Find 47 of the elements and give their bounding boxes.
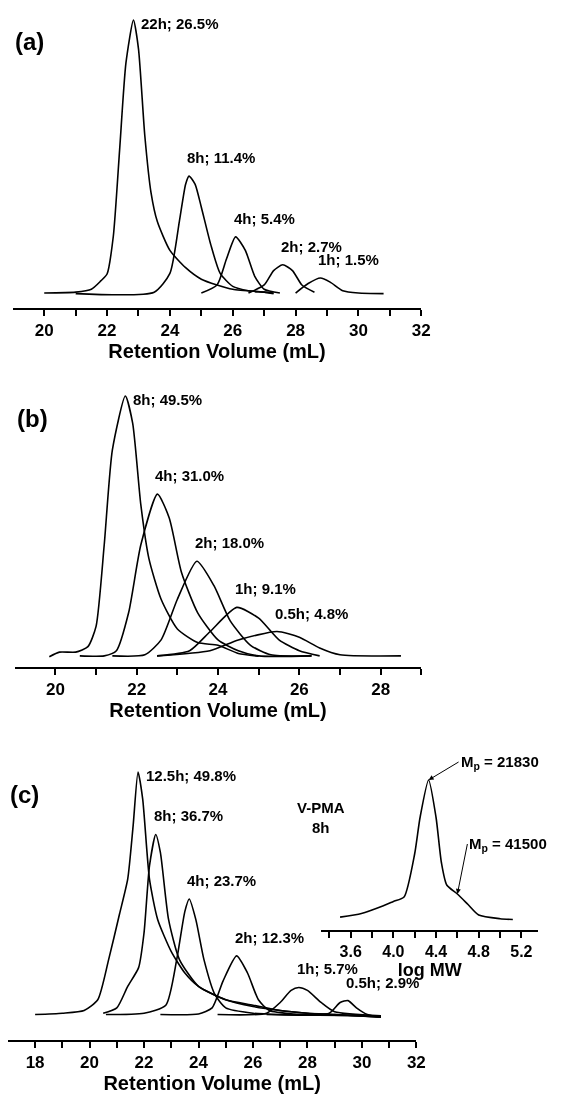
x-tick-label: 22 xyxy=(127,680,147,700)
annotation: 1h; 5.7% xyxy=(297,960,358,977)
annotation: M$_{p}$ = 41500 xyxy=(469,835,547,855)
x-tick-label: 4.4 xyxy=(424,942,448,960)
annotation: 12.5h; 49.8% xyxy=(146,767,237,784)
x-tick-label: 24 xyxy=(160,321,180,341)
x-tick-label: 4.8 xyxy=(467,942,490,960)
x-axis-title: Retention Volume (mL) xyxy=(103,1072,321,1095)
x-tick-label: 18 xyxy=(25,1053,45,1073)
x-tick-label: 22 xyxy=(97,321,117,341)
x-tick-label: 30 xyxy=(348,321,368,341)
x-tick-label: 28 xyxy=(371,680,391,700)
chart-title: (c) xyxy=(10,781,40,808)
annotation: 4h; 31.0% xyxy=(155,467,225,484)
x-tick-label: 20 xyxy=(80,1053,100,1073)
x-tick-label: 22 xyxy=(134,1053,154,1073)
x-axis-title: Retention Volume (mL) xyxy=(109,699,327,722)
annotation: 8h; 49.5% xyxy=(133,391,203,408)
x-tick-label: 32 xyxy=(406,1053,426,1073)
x-tick-label: 24 xyxy=(189,1053,209,1073)
annotation: V-PMA 8h xyxy=(297,799,345,836)
annotation: 8h; 36.7% xyxy=(154,807,224,824)
annotation: 2h; 12.3% xyxy=(235,929,305,946)
annotation: 8h; 11.4% xyxy=(187,149,256,166)
x-tick-label: 26 xyxy=(289,680,309,700)
x-tick-label: 32 xyxy=(411,321,431,341)
x-tick-label: 24 xyxy=(208,680,229,700)
annotation: 0.5h; 4.8% xyxy=(275,605,349,622)
x-tick-label: 4.0 xyxy=(382,942,405,960)
x-tick-label: 20 xyxy=(34,321,54,341)
x-tick-label: 26 xyxy=(223,321,243,341)
x-tick-label: 20 xyxy=(45,680,65,700)
annotation: M$_{p}$ = 21830 xyxy=(461,753,539,773)
x-tick-label: 28 xyxy=(297,1053,317,1073)
annotation: 1h; 9.1% xyxy=(235,580,296,597)
chart-title: (a) xyxy=(15,28,45,55)
annotation: 4h; 5.4% xyxy=(234,210,295,227)
x-axis-title: Retention Volume (mL) xyxy=(108,340,326,363)
chart-title: (b) xyxy=(17,405,48,432)
x-tick-label: 26 xyxy=(243,1053,263,1073)
annotation: 22h; 26.5% xyxy=(141,15,219,32)
annotation: 4h; 23.7% xyxy=(187,872,257,889)
x-tick-label: 3.6 xyxy=(339,942,362,960)
x-tick-label: 5.2 xyxy=(510,942,533,960)
x-tick-label: 28 xyxy=(286,321,306,341)
annotation: 2h; 18.0% xyxy=(195,534,265,551)
x-tick-label: 30 xyxy=(352,1053,372,1073)
